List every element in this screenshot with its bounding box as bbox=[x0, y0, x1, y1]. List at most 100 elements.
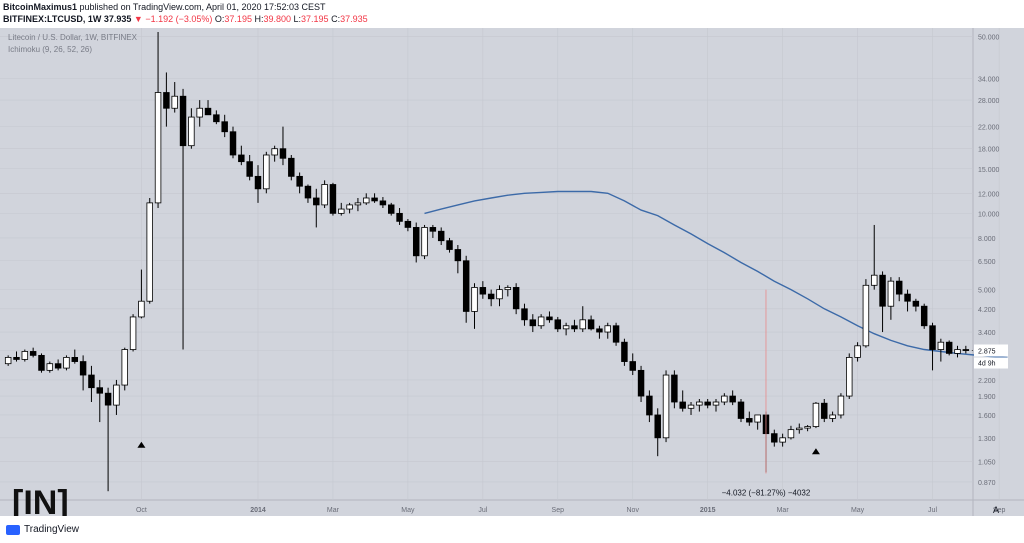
candle-body bbox=[113, 384, 120, 406]
candle bbox=[821, 398, 828, 423]
candle bbox=[188, 108, 195, 149]
candle bbox=[937, 338, 945, 362]
candle bbox=[204, 100, 212, 116]
legend-symbol[interactable]: Litecoin / U.S. Dollar, 1W, BITFINEX bbox=[8, 33, 138, 42]
candle-body bbox=[88, 374, 95, 389]
candle-body bbox=[404, 220, 412, 228]
candle bbox=[304, 184, 312, 203]
candle bbox=[712, 398, 720, 412]
arrow-up-marker-icon bbox=[137, 441, 146, 448]
time-tick-label: Jul bbox=[478, 507, 487, 514]
candle-body bbox=[696, 401, 703, 406]
candle-body bbox=[54, 363, 62, 369]
price-axis[interactable]: 50.000 34.000 28.000 22.000 18.000 15.000 12.0… bbox=[978, 34, 1000, 487]
candle-body bbox=[829, 414, 836, 419]
author-name[interactable]: BitcoinMaximus1 bbox=[3, 2, 78, 12]
price-tick-label: 1.300 bbox=[978, 436, 996, 443]
price-tick-label: 12.000 bbox=[978, 191, 1000, 198]
candle-body bbox=[46, 363, 54, 371]
candle-body bbox=[129, 316, 137, 350]
candle bbox=[945, 340, 953, 356]
candle bbox=[929, 322, 936, 371]
candle-body bbox=[962, 349, 970, 351]
candle bbox=[471, 283, 478, 329]
candle bbox=[479, 281, 487, 299]
candle bbox=[812, 402, 820, 429]
close-label: C: bbox=[331, 14, 341, 24]
price-tick-label: 34.000 bbox=[978, 77, 1000, 84]
candle-body bbox=[554, 319, 562, 330]
candle-body bbox=[521, 308, 528, 321]
candle bbox=[846, 353, 853, 399]
candle-body bbox=[846, 357, 853, 397]
candle bbox=[587, 315, 595, 331]
price-chart[interactable]: 50.000 34.000 28.000 22.000 18.000 15.000 12.0… bbox=[0, 28, 1024, 522]
candle-body bbox=[346, 204, 353, 210]
candle-body bbox=[371, 197, 378, 202]
time-tick-label: Sep bbox=[552, 507, 565, 514]
candle bbox=[837, 393, 845, 419]
candle-body bbox=[221, 121, 228, 133]
candle bbox=[662, 370, 670, 443]
chart-area[interactable]: 50.000 34.000 28.000 22.000 18.000 15.000 12.0… bbox=[0, 28, 1024, 522]
price-tick-label: 3.400 bbox=[978, 330, 996, 337]
candle bbox=[729, 390, 736, 406]
price-tick-label: 6.500 bbox=[978, 259, 996, 266]
time-tick-label: Mar bbox=[327, 507, 340, 514]
candle-body bbox=[38, 354, 45, 371]
price-tick-label: 10.000 bbox=[978, 211, 1000, 218]
candle bbox=[537, 314, 545, 329]
candle-body bbox=[388, 204, 395, 214]
time-tick-label: May bbox=[851, 507, 865, 514]
candle-body bbox=[296, 175, 303, 187]
last-price: 37.935 bbox=[103, 14, 132, 24]
candle-body bbox=[779, 437, 786, 443]
arrow-up-marker-icon bbox=[811, 448, 820, 455]
tradingview-brand[interactable]: TradingView bbox=[24, 524, 80, 535]
candle-body bbox=[629, 361, 636, 371]
candle bbox=[737, 398, 745, 423]
candle-body bbox=[196, 107, 203, 118]
candle-body bbox=[537, 316, 545, 327]
time-tick-label: Nov bbox=[627, 507, 640, 514]
candle-body bbox=[787, 429, 795, 439]
tradingview-logo-icon[interactable] bbox=[6, 525, 20, 535]
candle bbox=[288, 154, 295, 181]
candle-body bbox=[396, 212, 403, 222]
change-down-icon: ▼ bbox=[133, 14, 143, 24]
candle-body bbox=[29, 351, 37, 356]
time-tick-label: Mar bbox=[777, 507, 790, 514]
time-axis[interactable]: Oct 2014 Mar May Jul Sep Nov 2015 Mar May Jul Sep bbox=[136, 507, 1006, 514]
candle bbox=[746, 411, 753, 426]
candle-body bbox=[171, 95, 178, 109]
candle bbox=[571, 319, 578, 333]
watermark-text: [IN] bbox=[12, 484, 69, 516]
candle-body bbox=[671, 374, 678, 403]
watermark-logo: [IN] bbox=[12, 484, 69, 522]
low-label: L: bbox=[293, 14, 302, 24]
candle-body bbox=[945, 341, 953, 354]
candle bbox=[429, 224, 437, 238]
auto-scale-button[interactable]: A bbox=[993, 505, 1000, 515]
price-tick-label: 0.870 bbox=[978, 480, 996, 487]
candle-body bbox=[721, 395, 728, 403]
candle bbox=[329, 182, 337, 216]
candle-body bbox=[188, 116, 195, 147]
legend-indicator[interactable]: Ichimoku (9, 26, 52, 26) bbox=[8, 45, 92, 54]
candle-body bbox=[121, 349, 128, 386]
candle bbox=[579, 306, 586, 333]
candle bbox=[704, 398, 711, 409]
symbol-label[interactable]: BITFINEX:LTCUSD, 1W bbox=[3, 14, 102, 24]
candle-body bbox=[504, 287, 512, 291]
candle bbox=[596, 325, 603, 339]
candle bbox=[104, 387, 112, 492]
price-tick-label: 15.000 bbox=[978, 167, 1000, 174]
candle bbox=[79, 355, 87, 391]
candle bbox=[871, 224, 878, 290]
candle bbox=[412, 222, 420, 263]
candle-body bbox=[146, 202, 153, 302]
candle bbox=[829, 411, 836, 423]
time-tick-label: Sep bbox=[993, 507, 1006, 514]
candle bbox=[462, 255, 470, 323]
candle-body bbox=[654, 414, 661, 439]
